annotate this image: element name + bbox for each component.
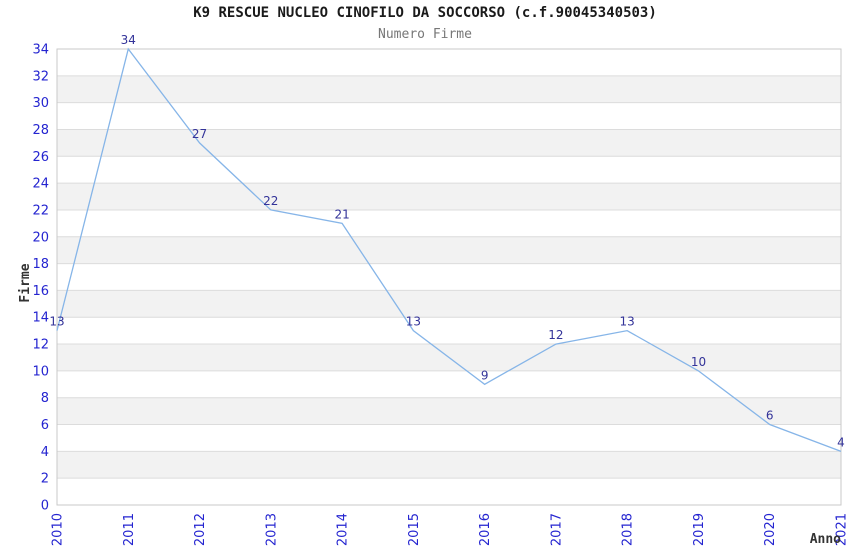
band-row	[57, 129, 841, 157]
y-tick-label: 18	[32, 257, 49, 272]
y-tick-label: 16	[32, 284, 49, 299]
series-line	[56, 47, 842, 452]
x-tick-label: 2010	[51, 513, 66, 546]
band-row	[57, 183, 841, 210]
data-label: 21	[334, 207, 349, 221]
data-label: 13	[620, 315, 635, 329]
x-tick-label: 2019	[692, 513, 707, 546]
plot-border	[56, 48, 842, 506]
y-tick-label: 10	[32, 364, 49, 379]
x-tick-label: 2020	[763, 513, 778, 546]
data-labels: 13 34 27 22 21 13 9 12 13 10 6 4	[49, 33, 844, 449]
y-axis-title: Firme	[18, 263, 33, 302]
data-label: 6	[766, 409, 774, 423]
data-label: 4	[837, 435, 845, 449]
chart-subtitle: Numero Firme	[378, 27, 472, 42]
band-row	[57, 236, 841, 264]
y-tick-label: 6	[41, 418, 49, 433]
x-tick-label: 2013	[264, 513, 279, 546]
data-label: 13	[49, 315, 64, 329]
data-label: 34	[121, 33, 136, 47]
x-axis-title: Anno	[810, 532, 841, 547]
x-axis-tick-labels: 2010 2011 2012 2013 2014 2015 2016 2017 2018 2019…	[51, 513, 850, 546]
y-tick-label: 28	[32, 123, 49, 138]
x-tick-label: 2012	[193, 513, 208, 546]
x-tick-label: 2016	[478, 513, 493, 546]
background-bands	[57, 75, 841, 479]
data-label: 27	[192, 127, 207, 141]
y-tick-label: 32	[32, 69, 49, 84]
band-row	[57, 75, 841, 103]
band-row	[57, 397, 841, 425]
data-label: 22	[263, 194, 278, 208]
y-tick-label: 0	[41, 499, 49, 514]
x-tick-label: 2015	[407, 513, 422, 546]
gridlines	[57, 48, 841, 506]
x-tick-label: 2014	[336, 513, 351, 546]
y-tick-label: 26	[32, 150, 49, 165]
data-label: 10	[691, 355, 706, 369]
y-tick-label: 24	[32, 177, 49, 192]
y-tick-label: 4	[41, 445, 49, 460]
x-tick-label: 2011	[122, 513, 137, 546]
band-row	[57, 290, 841, 318]
y-tick-label: 14	[32, 311, 49, 326]
y-tick-label: 8	[41, 391, 49, 406]
y-tick-label: 34	[32, 43, 49, 58]
x-tick-label: 2021	[835, 513, 850, 546]
y-tick-label: 30	[32, 96, 49, 111]
data-label: 9	[481, 368, 489, 382]
y-tick-label: 12	[32, 338, 49, 353]
data-label: 12	[548, 328, 563, 342]
band-row	[57, 451, 841, 479]
x-tick-label: 2018	[621, 513, 636, 546]
chart-title: K9 RESCUE NUCLEO CINOFILO DA SOCCORSO (c…	[193, 5, 657, 21]
y-tick-label: 20	[32, 230, 49, 245]
x-tick-label: 2017	[549, 513, 564, 546]
y-tick-label: 2	[41, 472, 49, 487]
y-tick-label: 22	[32, 203, 49, 218]
data-label: 13	[406, 315, 421, 329]
